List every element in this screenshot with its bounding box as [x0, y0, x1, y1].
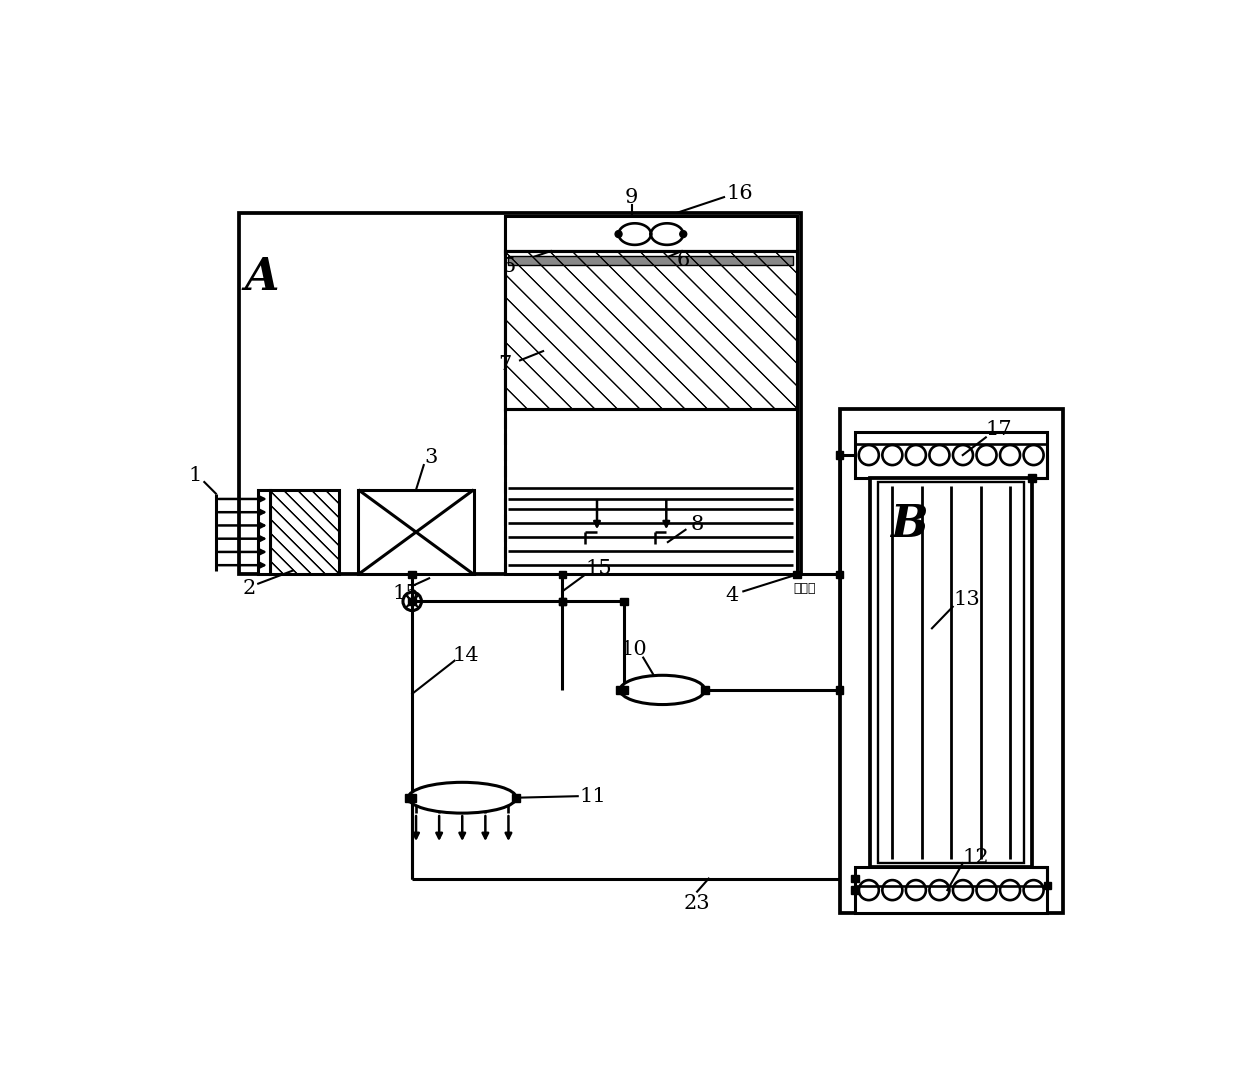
- Text: 9: 9: [625, 188, 639, 207]
- Text: 7: 7: [498, 356, 511, 374]
- Bar: [505, 217, 797, 251]
- Text: 1: 1: [188, 467, 202, 485]
- Bar: [836, 452, 843, 459]
- Bar: [854, 432, 1048, 479]
- Bar: [701, 686, 708, 694]
- Bar: [505, 251, 797, 409]
- Bar: [620, 686, 627, 694]
- Bar: [404, 793, 412, 802]
- Bar: [558, 597, 567, 605]
- Circle shape: [680, 231, 687, 237]
- Bar: [408, 597, 417, 605]
- Text: B: B: [890, 502, 928, 545]
- Bar: [505, 217, 797, 575]
- Bar: [512, 793, 520, 802]
- Bar: [505, 251, 797, 409]
- Text: A: A: [244, 257, 279, 300]
- Bar: [851, 886, 859, 894]
- Bar: [836, 686, 843, 694]
- Text: 13: 13: [954, 590, 980, 609]
- Bar: [1044, 882, 1052, 889]
- Bar: [358, 489, 474, 575]
- Bar: [878, 482, 1024, 863]
- Circle shape: [615, 231, 622, 237]
- Ellipse shape: [408, 783, 516, 813]
- Bar: [839, 409, 1063, 913]
- Bar: [558, 597, 567, 605]
- Text: 15: 15: [585, 558, 611, 578]
- Polygon shape: [619, 223, 651, 245]
- Bar: [258, 489, 270, 575]
- Bar: [508, 255, 794, 265]
- Bar: [408, 793, 417, 802]
- Bar: [408, 570, 417, 578]
- Text: 12: 12: [962, 848, 990, 868]
- Bar: [836, 570, 843, 578]
- Text: 4: 4: [725, 586, 738, 606]
- Bar: [1028, 474, 1035, 482]
- Bar: [270, 489, 339, 575]
- Text: 5: 5: [502, 257, 515, 276]
- Text: 10: 10: [620, 640, 647, 660]
- Text: 6: 6: [677, 251, 689, 270]
- Bar: [616, 686, 624, 694]
- Bar: [851, 874, 859, 883]
- Bar: [794, 570, 801, 578]
- Text: 23: 23: [683, 895, 711, 913]
- Ellipse shape: [620, 675, 704, 705]
- Bar: [870, 479, 1032, 867]
- Bar: [239, 212, 801, 575]
- Text: 3: 3: [425, 447, 438, 467]
- Text: 2: 2: [242, 579, 255, 598]
- Polygon shape: [651, 223, 683, 245]
- Bar: [558, 570, 567, 578]
- Text: 16: 16: [727, 183, 753, 203]
- Bar: [854, 867, 1048, 913]
- Text: 8: 8: [691, 515, 704, 534]
- Text: 17: 17: [986, 420, 1012, 439]
- Text: 自来水: 自来水: [794, 582, 816, 595]
- Text: 15: 15: [393, 584, 419, 604]
- Text: 14: 14: [453, 646, 480, 665]
- Text: 11: 11: [580, 787, 606, 805]
- Bar: [620, 597, 627, 605]
